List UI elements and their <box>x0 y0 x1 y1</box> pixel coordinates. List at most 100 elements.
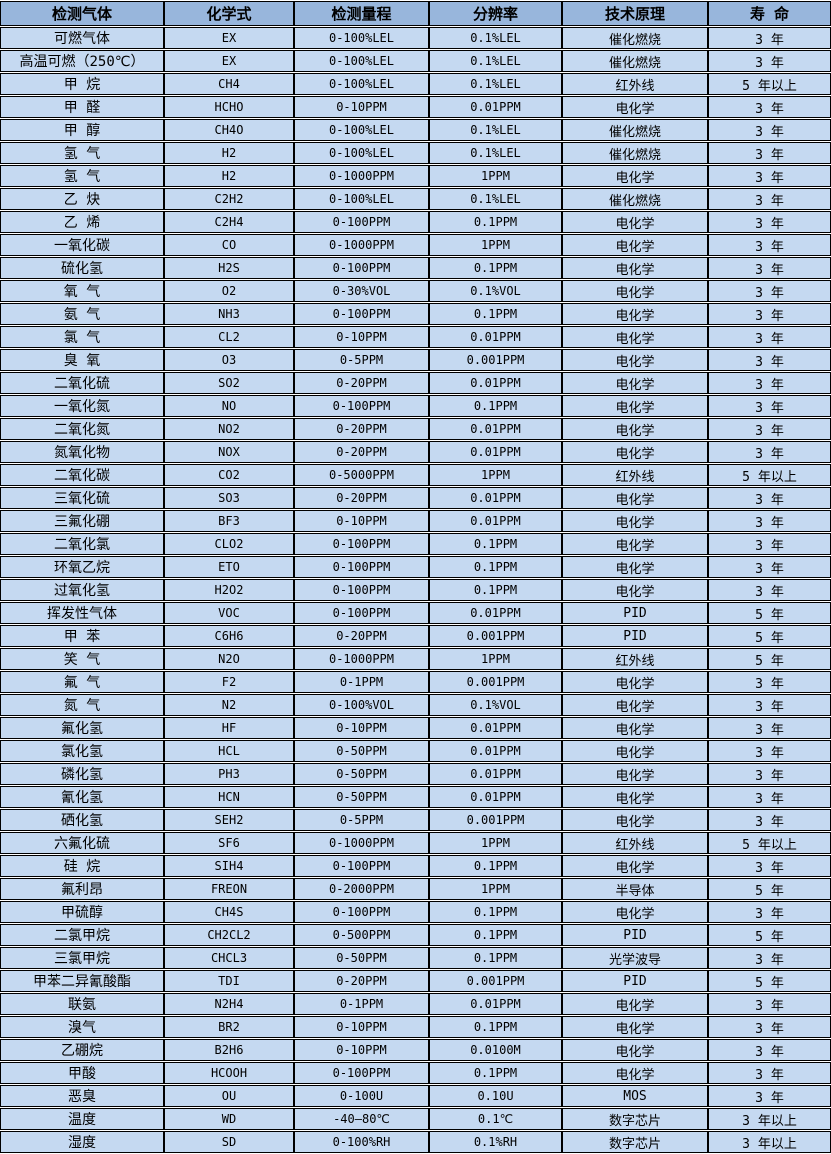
cell-gas-name: 氟 气 <box>0 671 164 693</box>
table-row: 硒化氢 SEH2 0-5PPM 0.001PPM 电化学 3 年 <box>0 809 831 831</box>
cell-detection-range: 0-100PPM <box>294 533 429 555</box>
cell-gas-name: 氧 气 <box>0 280 164 302</box>
cell-chemical-formula: CH2CL2 <box>164 924 294 946</box>
cell-detection-range: 0-1PPM <box>294 671 429 693</box>
cell-gas-name: 挥发性气体 <box>0 602 164 624</box>
cell-chemical-formula: SO2 <box>164 372 294 394</box>
cell-lifespan: 3 年 <box>708 188 831 210</box>
table-row: 乙 炔 C2H2 0-100%LEL 0.1%LEL 催化燃烧 3 年 <box>0 188 831 210</box>
cell-resolution: 0.1PPM <box>429 947 562 969</box>
cell-chemical-formula: O2 <box>164 280 294 302</box>
cell-chemical-formula: N2 <box>164 694 294 716</box>
cell-gas-name: 磷化氢 <box>0 763 164 785</box>
cell-chemical-formula: OU <box>164 1085 294 1107</box>
cell-gas-name: 甲 醛 <box>0 96 164 118</box>
cell-resolution: 0.1PPM <box>429 855 562 877</box>
cell-resolution: 0.1PPM <box>429 901 562 923</box>
cell-gas-name: 湿度 <box>0 1131 164 1153</box>
cell-resolution: 0.001PPM <box>429 625 562 647</box>
cell-detection-range: 0-2000PPM <box>294 878 429 900</box>
cell-gas-name: 乙 烯 <box>0 211 164 233</box>
cell-gas-name: 二氧化氯 <box>0 533 164 555</box>
cell-lifespan: 3 年 <box>708 487 831 509</box>
cell-detection-range: 0-100PPM <box>294 257 429 279</box>
cell-lifespan: 3 年 <box>708 441 831 463</box>
cell-detection-range: 0-10PPM <box>294 1039 429 1061</box>
cell-resolution: 0.1PPM <box>429 579 562 601</box>
table-row: 氮 气 N2 0-100%VOL 0.1%VOL 电化学 3 年 <box>0 694 831 716</box>
cell-gas-name: 三氧化硫 <box>0 487 164 509</box>
cell-detection-range: 0-100PPM <box>294 395 429 417</box>
cell-lifespan: 3 年 <box>708 855 831 877</box>
cell-lifespan: 3 年 <box>708 142 831 164</box>
table-row: 氟 气 F2 0-1PPM 0.001PPM 电化学 3 年 <box>0 671 831 693</box>
cell-resolution: 0.1%LEL <box>429 142 562 164</box>
cell-detection-range: 0-20PPM <box>294 372 429 394</box>
cell-technology-principle: 数字芯片 <box>562 1108 708 1130</box>
cell-lifespan: 3 年 <box>708 349 831 371</box>
cell-technology-principle: 电化学 <box>562 303 708 325</box>
cell-detection-range: 0-100%LEL <box>294 73 429 95</box>
cell-technology-principle: 电化学 <box>562 694 708 716</box>
cell-lifespan: 5 年 <box>708 970 831 992</box>
cell-detection-range: 0-100PPM <box>294 211 429 233</box>
cell-lifespan: 3 年 <box>708 280 831 302</box>
cell-gas-name: 乙 炔 <box>0 188 164 210</box>
cell-technology-principle: 电化学 <box>562 1062 708 1084</box>
cell-resolution: 0.1℃ <box>429 1108 562 1130</box>
cell-gas-name: 氮氧化物 <box>0 441 164 463</box>
cell-detection-range: 0-1000PPM <box>294 648 429 670</box>
cell-lifespan: 5 年 <box>708 648 831 670</box>
cell-detection-range: 0-1000PPM <box>294 234 429 256</box>
cell-lifespan: 3 年 <box>708 786 831 808</box>
cell-technology-principle: 电化学 <box>562 786 708 808</box>
cell-lifespan: 3 年 <box>708 165 831 187</box>
cell-lifespan: 3 年 <box>708 119 831 141</box>
cell-detection-range: -40—80℃ <box>294 1108 429 1130</box>
cell-resolution: 0.1PPM <box>429 211 562 233</box>
cell-chemical-formula: SO3 <box>164 487 294 509</box>
cell-resolution: 0.1PPM <box>429 1062 562 1084</box>
cell-detection-range: 0-5PPM <box>294 349 429 371</box>
cell-chemical-formula: CH4S <box>164 901 294 923</box>
cell-resolution: 0.1PPM <box>429 303 562 325</box>
table-row: 甲 烷 CH4 0-100%LEL 0.1%LEL 红外线 5 年以上 <box>0 73 831 95</box>
cell-chemical-formula: HCOOH <box>164 1062 294 1084</box>
cell-gas-name: 联氨 <box>0 993 164 1015</box>
cell-gas-name: 氯化氢 <box>0 740 164 762</box>
cell-chemical-formula: B2H6 <box>164 1039 294 1061</box>
table-row: 硫化氢 H2S 0-100PPM 0.1PPM 电化学 3 年 <box>0 257 831 279</box>
cell-resolution: 0.1PPM <box>429 533 562 555</box>
cell-technology-principle: 电化学 <box>562 418 708 440</box>
cell-lifespan: 3 年 <box>708 1039 831 1061</box>
cell-technology-principle: 电化学 <box>562 234 708 256</box>
cell-gas-name: 臭 氧 <box>0 349 164 371</box>
cell-detection-range: 0-100PPM <box>294 303 429 325</box>
column-header-range: 检测量程 <box>294 1 429 26</box>
cell-lifespan: 3 年 <box>708 50 831 72</box>
cell-chemical-formula: NH3 <box>164 303 294 325</box>
cell-resolution: 1PPM <box>429 234 562 256</box>
cell-lifespan: 3 年 <box>708 234 831 256</box>
table-row: 高温可燃（250℃） EX 0-100%LEL 0.1%LEL 催化燃烧 3 年 <box>0 50 831 72</box>
cell-lifespan: 5 年 <box>708 625 831 647</box>
cell-gas-name: 甲苯二异氰酸酯 <box>0 970 164 992</box>
cell-detection-range: 0-50PPM <box>294 763 429 785</box>
cell-chemical-formula: HCL <box>164 740 294 762</box>
table-row: 挥发性气体 VOC 0-100PPM 0.01PPM PID 5 年 <box>0 602 831 624</box>
cell-resolution: 0.01PPM <box>429 993 562 1015</box>
cell-detection-range: 0-100PPM <box>294 556 429 578</box>
table-row: 联氨 N2H4 0-1PPM 0.01PPM 电化学 3 年 <box>0 993 831 1015</box>
cell-resolution: 0.01PPM <box>429 510 562 532</box>
cell-gas-name: 氟化氢 <box>0 717 164 739</box>
table-row: 六氟化硫 SF6 0-1000PPM 1PPM 红外线 5 年以上 <box>0 832 831 854</box>
cell-resolution: 0.1%LEL <box>429 119 562 141</box>
cell-technology-principle: 电化学 <box>562 510 708 532</box>
cell-lifespan: 5 年 <box>708 924 831 946</box>
cell-gas-name: 一氧化碳 <box>0 234 164 256</box>
cell-technology-principle: 光学波导 <box>562 947 708 969</box>
table-row: 三氯甲烷 CHCL3 0-50PPM 0.1PPM 光学波导 3 年 <box>0 947 831 969</box>
table-row: 三氟化硼 BF3 0-10PPM 0.01PPM 电化学 3 年 <box>0 510 831 532</box>
column-header-resolution: 分辨率 <box>429 1 562 26</box>
